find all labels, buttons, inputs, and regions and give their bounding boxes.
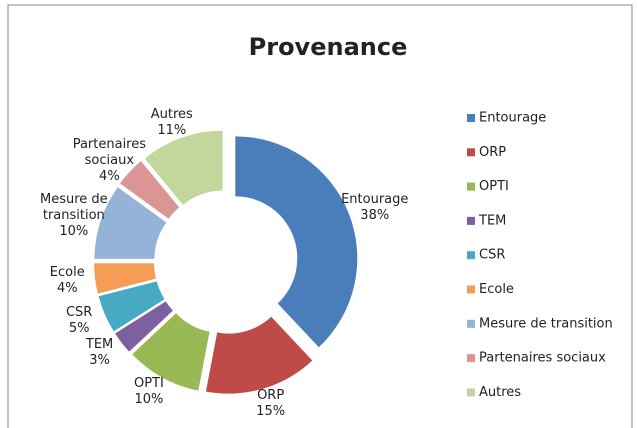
legend-swatch bbox=[467, 251, 475, 260]
data-label-value: 38% bbox=[360, 207, 390, 223]
legend-label: Entourage bbox=[479, 111, 546, 126]
data-label: Mesure de transition 10% bbox=[19, 192, 129, 240]
data-label-name: CSR bbox=[65, 304, 93, 320]
data-label-name: Mesure de transition bbox=[39, 192, 108, 224]
legend-swatch bbox=[467, 354, 475, 363]
data-label-name: TEM bbox=[85, 336, 114, 352]
data-label: Ecole 4% bbox=[12, 265, 122, 297]
legend-swatch bbox=[467, 182, 475, 191]
donut-slice bbox=[144, 130, 223, 205]
donut-slice bbox=[94, 263, 157, 294]
data-label-value: 11% bbox=[157, 122, 187, 138]
legend-swatch bbox=[467, 285, 475, 294]
data-label: Autres 11% bbox=[117, 107, 227, 139]
donut-slice bbox=[98, 281, 165, 332]
legend-label: Partenaires sociaux bbox=[479, 351, 606, 366]
legend-swatch bbox=[467, 388, 475, 397]
donut-slice bbox=[94, 187, 167, 259]
data-label-name: Entourage bbox=[341, 191, 409, 207]
legend-label: TEM bbox=[478, 213, 506, 228]
data-label-name: Ecole bbox=[49, 264, 85, 280]
donut-slice bbox=[132, 313, 210, 391]
data-label-name: OPTI bbox=[133, 375, 164, 391]
legend-label: ORP bbox=[479, 145, 506, 160]
legend-swatch bbox=[467, 148, 475, 157]
data-label: TEM 3% bbox=[45, 337, 155, 369]
legend-label: Ecole bbox=[479, 282, 514, 297]
donut-slice bbox=[115, 301, 173, 352]
donut-slice bbox=[205, 316, 313, 394]
data-label: ORP 15% bbox=[216, 388, 326, 420]
data-label: OPTI 10% bbox=[94, 376, 204, 408]
legend-swatch bbox=[467, 216, 475, 225]
data-label-value: 5% bbox=[68, 320, 90, 336]
chart-border bbox=[7, 4, 633, 428]
data-label-name: ORP bbox=[257, 388, 285, 404]
data-label: Partenaires sociaux 4% bbox=[54, 137, 164, 185]
data-label: Entourage 38% bbox=[320, 192, 430, 224]
data-label-value: 4% bbox=[56, 280, 78, 296]
data-label: CSR 5% bbox=[24, 305, 134, 337]
legend-label: CSR bbox=[479, 248, 505, 263]
data-label-value: 4% bbox=[99, 168, 120, 184]
data-label-value: 3% bbox=[89, 352, 110, 368]
data-label-value: 10% bbox=[134, 391, 164, 407]
data-label-value: 15% bbox=[256, 404, 286, 420]
data-label-value: 10% bbox=[59, 224, 89, 240]
data-label-name: Autres bbox=[150, 106, 193, 122]
legend-swatch bbox=[467, 114, 475, 122]
legend-swatch bbox=[467, 319, 475, 328]
legend-label: Autres bbox=[479, 385, 521, 400]
chart-title: Provenance bbox=[249, 33, 408, 61]
data-label-name: Partenaires sociaux bbox=[72, 136, 147, 168]
legend-label: Mesure de transition bbox=[479, 316, 613, 331]
donut-slice bbox=[120, 161, 180, 219]
legend-label: OPTI bbox=[479, 179, 509, 194]
donut-slice bbox=[235, 136, 358, 348]
